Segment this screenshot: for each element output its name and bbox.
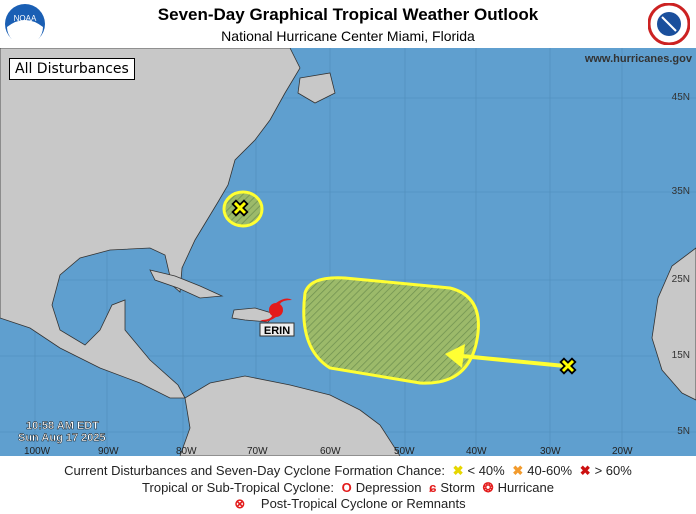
lon-label: 50W	[394, 446, 415, 457]
legend-cyclone: Tropical or Sub-Tropical Cyclone: O Depre…	[0, 480, 696, 496]
lon-label: 60W	[320, 446, 341, 457]
legend-mid: 40-60%	[527, 463, 573, 478]
depression-icon: O	[341, 480, 352, 495]
disturbance-area-2[interactable]	[302, 276, 480, 385]
lon-label: 100W	[24, 446, 51, 457]
lon-label: 40W	[466, 446, 487, 457]
storm-icon: ɕ	[429, 480, 437, 495]
svg-text:NOAA: NOAA	[14, 14, 37, 23]
legend-formation-chance: Current Disturbances and Seven-Day Cyclo…	[0, 463, 696, 479]
legend-low: < 40%	[467, 463, 505, 478]
x-marker-low-icon[interactable]: ✖	[230, 196, 249, 222]
timestamp-time: 10:58 AM EDT	[26, 420, 99, 432]
panel-label: All Disturbances	[9, 58, 135, 80]
hurricane-legend-icon: ❂	[482, 480, 494, 495]
website-link[interactable]: www.hurricanes.gov	[584, 53, 692, 65]
post-tropical-icon: ⊗	[234, 496, 246, 511]
legend-hurricane: Hurricane	[497, 480, 554, 495]
legend-storm: Storm	[440, 480, 476, 495]
newfoundland	[297, 72, 336, 104]
lat-label: 15N	[671, 350, 690, 361]
outlook-map: ✖ ✖ ERIN	[0, 48, 696, 456]
lon-label: 90W	[98, 446, 119, 457]
legend-text: Tropical or Sub-Tropical Cyclone:	[142, 480, 334, 495]
track-arrow	[461, 354, 566, 368]
legend-high: > 60%	[594, 463, 632, 478]
lon-label: 20W	[612, 446, 633, 457]
page-title: Seven-Day Graphical Tropical Weather Out…	[157, 5, 539, 24]
lat-label: 5N	[677, 426, 690, 437]
disturbance-area-1[interactable]	[222, 190, 264, 228]
x-mid-icon: ✖	[512, 463, 524, 478]
south-america	[179, 375, 401, 456]
legend-text: Post-Tropical Cyclone or Remnants	[260, 496, 466, 511]
hispaniola	[231, 307, 276, 323]
lat-label: 45N	[671, 92, 690, 103]
lat-label: 25N	[671, 274, 690, 285]
legend-depression: Depression	[355, 480, 422, 495]
lon-label: 70W	[247, 446, 268, 457]
page-subtitle: National Hurricane Center Miami, Florida	[221, 28, 475, 44]
lon-label: 30W	[540, 446, 561, 457]
lat-label: 35N	[671, 186, 690, 197]
timestamp: 10:58 AM EDT Sun Aug 17 2025	[18, 420, 106, 444]
legend-post-tropical: ⊗ Post-Tropical Cyclone or Remnants	[0, 496, 696, 512]
header: NOAA Seven-Day Graphical Tropical Weathe…	[0, 0, 696, 48]
africa	[651, 247, 696, 401]
arrow-head-icon	[445, 344, 465, 368]
x-high-icon: ✖	[579, 463, 591, 478]
legend-text: Current Disturbances and Seven-Day Cyclo…	[64, 463, 445, 478]
cuba	[149, 269, 224, 299]
x-low-icon: ✖	[452, 463, 464, 478]
lon-label: 80W	[176, 446, 197, 457]
storm-label-box	[259, 322, 295, 337]
x-marker-low-icon[interactable]: ✖	[558, 354, 577, 380]
north-america	[0, 48, 301, 399]
nws-logo	[648, 3, 690, 45]
storm-name: ERIN	[264, 325, 290, 337]
hurricane-icon[interactable]	[260, 298, 292, 322]
noaa-logo: NOAA	[5, 4, 45, 45]
timestamp-date: Sun Aug 17 2025	[18, 432, 106, 444]
